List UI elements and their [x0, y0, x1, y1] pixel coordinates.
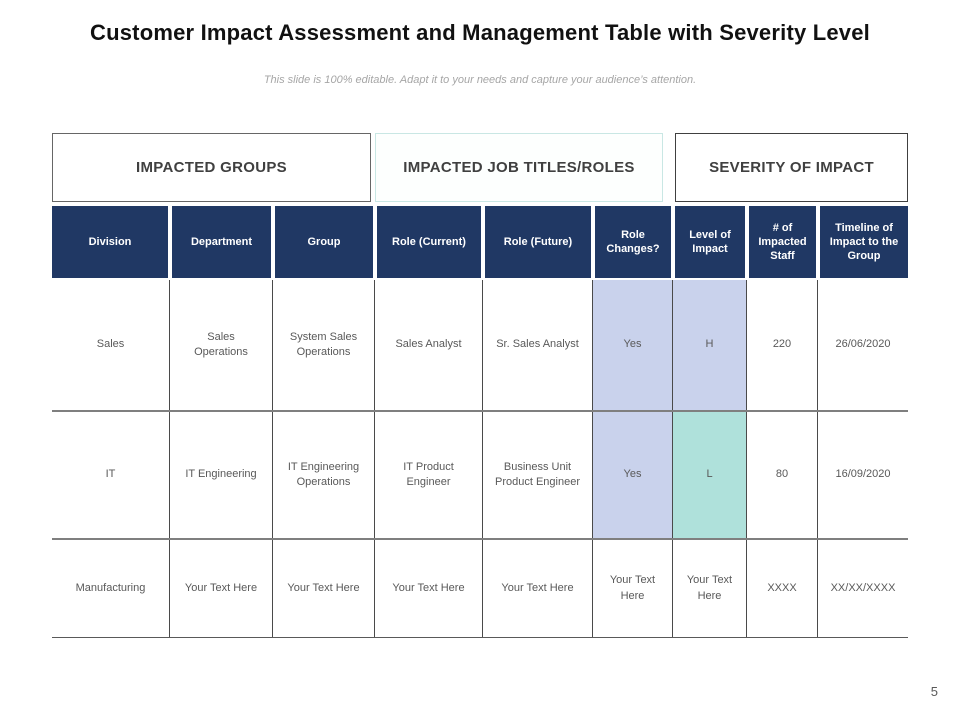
table-cell: IT Engineering [170, 412, 273, 538]
column-header-role-changes: Role Changes? [595, 206, 671, 278]
group-header-label: IMPACTED JOB TITLES/ROLES [403, 159, 635, 176]
table-cell: XXXX [747, 540, 818, 637]
column-header-group: Group [275, 206, 373, 278]
group-header-label: IMPACTED GROUPS [136, 159, 287, 176]
page-number: 5 [930, 684, 938, 699]
table-cell-role-changes: Yes [593, 280, 673, 410]
table-cell: XX/XX/XXXX [818, 540, 908, 637]
table-cell: IT Product Engineer [375, 412, 483, 538]
table-cell: Sales Operations [170, 280, 273, 410]
table-row: Manufacturing Your Text Here Your Text H… [52, 538, 908, 637]
table-row: IT IT Engineering IT Engineering Operati… [52, 410, 908, 538]
table-cell: 220 [747, 280, 818, 410]
group-header-severity-of-impact: SEVERITY OF IMPACT [673, 133, 908, 202]
group-header-label: SEVERITY OF IMPACT [709, 159, 874, 176]
column-header-level-of-impact: Level of Impact [675, 206, 745, 278]
table-cell: Your Text Here [170, 540, 273, 637]
table-cell: Business Unit Product Engineer [483, 412, 593, 538]
table-cell: Your Text Here [273, 540, 375, 637]
column-header-department: Department [172, 206, 271, 278]
table-row: Sales Sales Operations System Sales Oper… [52, 280, 908, 410]
table-cell-role-changes: Yes [593, 412, 673, 538]
table-cell: Sr. Sales Analyst [483, 280, 593, 410]
table-cell: Sales Analyst [375, 280, 483, 410]
table-cell: 80 [747, 412, 818, 538]
table-cell-level-of-impact: H [673, 280, 747, 410]
group-header-row: IMPACTED GROUPS IMPACTED JOB TITLES/ROLE… [52, 133, 908, 202]
column-header-timeline: Timeline of Impact to the Group [820, 206, 908, 278]
column-header-role-future: Role (Future) [485, 206, 591, 278]
page-title: Customer Impact Assessment and Managemen… [90, 20, 870, 45]
table-cell: System Sales Operations [273, 280, 375, 410]
column-header-role-current: Role (Current) [377, 206, 481, 278]
slide-subtitle: This slide is 100% editable. Adapt it to… [263, 74, 697, 86]
table-header-row: Division Department Group Role (Current)… [52, 206, 908, 278]
column-header-impacted-staff: # of Impacted Staff [749, 206, 816, 278]
column-header-division: Division [52, 206, 168, 278]
table-cell-role-changes: Your Text Here [593, 540, 673, 637]
table-body: Sales Sales Operations System Sales Oper… [52, 280, 908, 638]
table-cell: Sales [52, 280, 170, 410]
table-cell: IT Engineering Operations [273, 412, 375, 538]
table-cell-level-of-impact: L [673, 412, 747, 538]
group-header-impacted-groups: IMPACTED GROUPS [52, 133, 375, 202]
assessment-table: IMPACTED GROUPS IMPACTED JOB TITLES/ROLE… [52, 133, 908, 638]
table-cell: 26/06/2020 [818, 280, 908, 410]
table-cell: Manufacturing [52, 540, 170, 637]
table-cell: Your Text Here [483, 540, 593, 637]
table-cell-level-of-impact: Your Text Here [673, 540, 747, 637]
table-cell: IT [52, 412, 170, 538]
group-header-impacted-job-titles-roles: IMPACTED JOB TITLES/ROLES [375, 133, 673, 202]
table-cell: Your Text Here [375, 540, 483, 637]
table-cell: 16/09/2020 [818, 412, 908, 538]
